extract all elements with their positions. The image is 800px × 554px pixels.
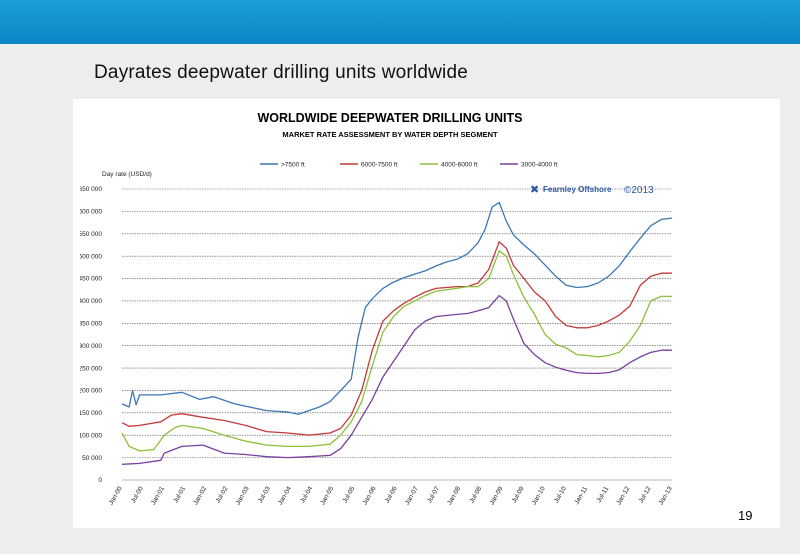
y-axis-ticks: 0 50 000 100 000 150 000 200 000 250 000 300 0… — [80, 186, 102, 484]
y-tick-label: 50 000 — [82, 455, 102, 462]
x-tick-label: Jul-10 — [553, 485, 568, 504]
x-tick-label: Jul-09 — [511, 485, 526, 504]
x-tick-label: Jul-02 — [215, 485, 230, 504]
x-tick-label: Jan-11 — [573, 485, 589, 506]
x-tick-label: Jan-01 — [150, 485, 166, 506]
x-tick-label: Jan-00 — [108, 485, 124, 506]
x-tick-label: Jul-11 — [596, 485, 611, 504]
left-margin-band — [0, 44, 73, 554]
x-tick-label: Jan-08 — [446, 485, 462, 506]
y-tick-label: 300 000 — [80, 343, 102, 350]
x-tick-label: Jan-06 — [362, 485, 378, 506]
x-tick-label: Jul-00 — [130, 485, 145, 504]
chart-subtitle: MARKET RATE ASSESSMENT BY WATER DEPTH SE… — [282, 130, 498, 139]
x-tick-label: Jan-13 — [658, 485, 674, 506]
y-tick-label: 350 000 — [80, 321, 102, 328]
x-tick-label: Jan-12 — [615, 485, 631, 506]
right-margin-band — [780, 44, 800, 554]
legend: >7500 ft 6000-7500 ft 4000-6000 ft 3000-400… — [260, 161, 558, 168]
series-lines — [121, 201, 673, 465]
x-tick-label: Jan-02 — [192, 485, 208, 506]
x-tick-label: Jul-12 — [638, 485, 653, 504]
brand-copyright: ©2013 — [624, 185, 654, 196]
y-tick-label: 200 000 — [80, 388, 102, 395]
brand-name: Fearnley Offshore — [543, 185, 612, 194]
slide-title: Dayrates deepwater drilling units worldw… — [94, 62, 468, 83]
legend-label: 4000-6000 ft — [441, 161, 478, 168]
y-tick-label: 600 000 — [80, 209, 102, 216]
y-tick-label: 150 000 — [80, 410, 102, 417]
x-tick-label: Jan-10 — [531, 485, 547, 506]
y-axis-label: Day rate (USD/d) — [102, 171, 152, 178]
legend-label: 6000-7500 ft — [361, 161, 398, 168]
series-line — [121, 294, 672, 465]
y-tick-label: 500 000 — [80, 253, 102, 260]
x-tick-label: Jul-01 — [172, 485, 187, 504]
title-band — [73, 44, 780, 99]
x-tick-label: Jan-05 — [319, 485, 335, 506]
x-tick-label: Jul-08 — [468, 485, 483, 504]
x-axis-ticks: Jan-00 Jul-00 Jan-01 Jul-01 Jan-02 Jul-02 Jan-… — [108, 485, 674, 506]
series-line — [121, 250, 672, 452]
series-line — [121, 201, 673, 415]
x-tick-label: Jan-03 — [235, 485, 251, 506]
x-tick-label: Jul-06 — [384, 485, 399, 504]
gridlines — [122, 188, 672, 481]
dayrate-chart: WORLDWIDE DEEPWATER DRILLING UNITS MARKE… — [80, 111, 674, 506]
legend-label: >7500 ft — [281, 161, 305, 168]
y-tick-label: 450 000 — [80, 276, 102, 283]
x-tick-label: Jul-05 — [342, 485, 357, 504]
header-bar — [0, 0, 800, 44]
x-tick-label: Jan-09 — [489, 485, 505, 506]
x-tick-label: Jul-04 — [299, 485, 314, 504]
x-tick-label: Jul-07 — [426, 485, 441, 504]
x-tick-label: Jul-03 — [257, 485, 272, 504]
page-number: 19 — [738, 508, 753, 523]
brand-annotation: ✖ Fearnley Offshore ©2013 — [530, 184, 654, 196]
y-tick-label: 400 000 — [80, 298, 102, 305]
y-tick-label: 550 000 — [80, 231, 102, 238]
series-line — [121, 241, 672, 436]
chart-title: WORLDWIDE DEEPWATER DRILLING UNITS — [257, 111, 522, 125]
legend-label: 3000-4000 ft — [521, 161, 558, 168]
y-tick-label: 0 — [98, 477, 102, 484]
x-tick-label: Jan-04 — [277, 485, 293, 506]
y-tick-label: 650 000 — [80, 186, 102, 193]
x-tick-label: Jan-07 — [404, 485, 420, 506]
brand-logo-icon: ✖ — [530, 184, 539, 196]
y-tick-label: 100 000 — [80, 432, 102, 439]
footer-band — [0, 528, 800, 554]
y-tick-label: 250 000 — [80, 365, 102, 372]
